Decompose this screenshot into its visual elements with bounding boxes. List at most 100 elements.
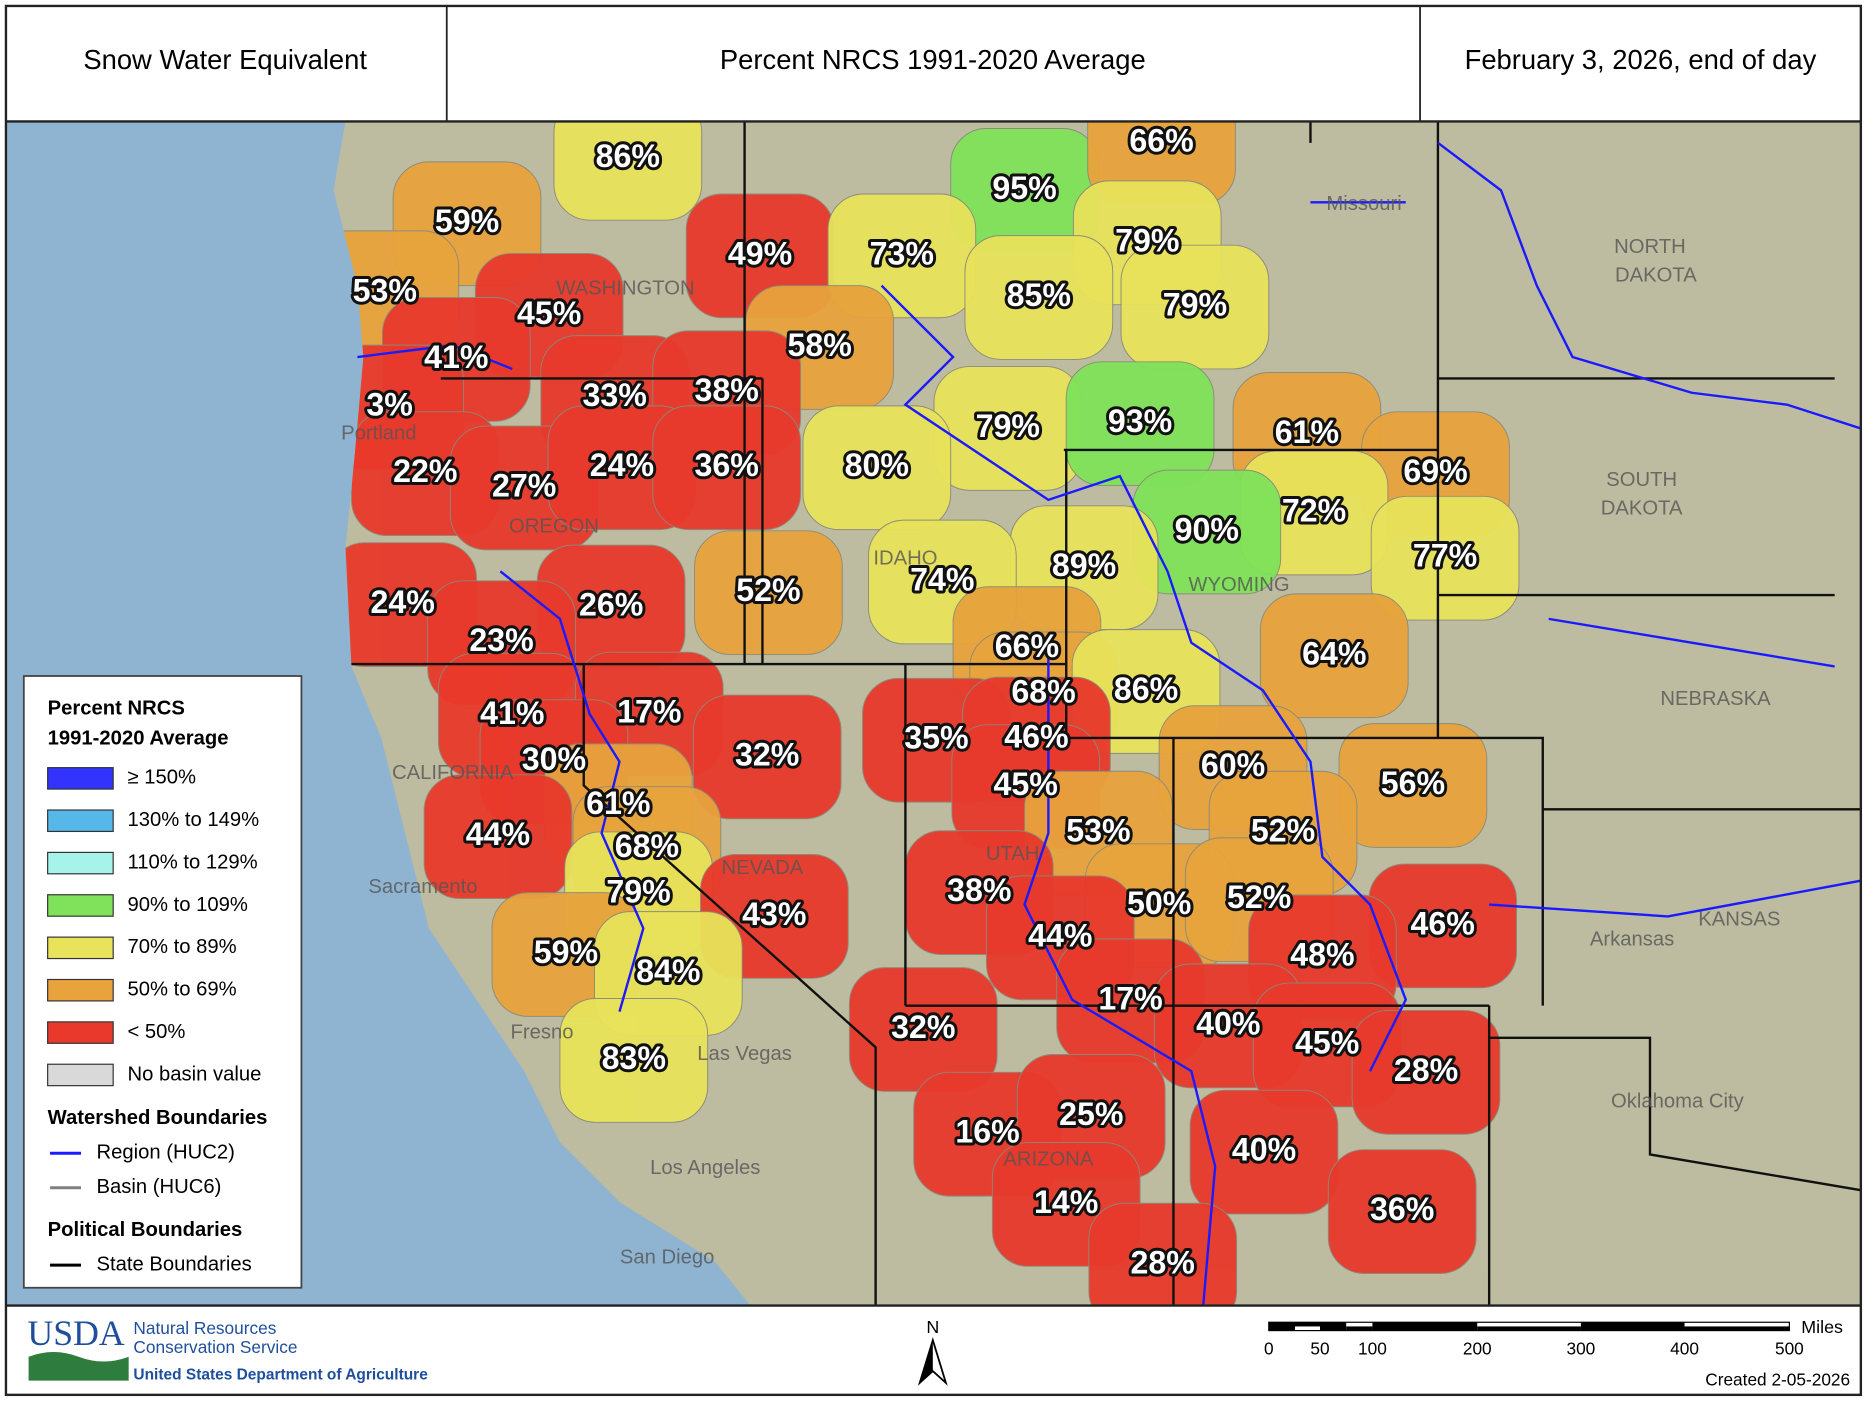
place-name: Arkansas	[1590, 929, 1674, 951]
legend-swatch	[47, 978, 114, 1002]
basin-area	[802, 405, 952, 531]
basin-label: 89%	[1052, 547, 1116, 583]
basin-label: 27%	[492, 467, 556, 503]
map-frame: WASHINGTON OREGON IDAHO CALIFORNIA NEVADA UTA…	[5, 121, 1861, 1306]
basin-label: 43%	[742, 896, 806, 932]
scale-label: 400	[1670, 1338, 1699, 1358]
place-name: Las Vegas	[697, 1043, 792, 1065]
legend-label: State Boundaries	[96, 1253, 251, 1275]
basin-label: 79%	[1115, 222, 1179, 258]
label-layer: 86%95%66%59%53%45%49% 73% 79%85% 79%41% 58%3…	[350, 121, 1481, 1283]
basin-label: 45%	[994, 766, 1058, 802]
header-date: February 3, 2026, end of day	[1465, 44, 1817, 75]
basin-label: 32%	[735, 736, 799, 772]
basin-label: 59%	[534, 934, 598, 970]
place-name: Missouri	[1326, 193, 1401, 215]
place-name: DAKOTA	[1601, 498, 1683, 520]
basin-label: 86%	[596, 138, 660, 174]
basin-label: 36%	[695, 447, 759, 483]
basin-label: 73%	[870, 235, 934, 271]
place-name: WYOMING	[1188, 574, 1289, 596]
place-name: Fresno	[511, 1021, 574, 1043]
place-name: San Diego	[620, 1246, 715, 1268]
basin-label: 77%	[1413, 538, 1477, 574]
legend-swatch	[47, 1021, 114, 1044]
legend-label: 90% to 109%	[127, 894, 247, 916]
legend-label: ≥ 150%	[127, 767, 196, 789]
legend-swatch	[47, 851, 114, 875]
basin-label: 52%	[736, 572, 800, 608]
department: United States Department of Agriculture	[133, 1366, 428, 1383]
basin-label: 53%	[1066, 813, 1130, 849]
scale-label: 200	[1463, 1338, 1492, 1358]
basin-area	[1327, 1149, 1477, 1274]
basin-label: 22%	[393, 453, 457, 489]
basin-label: 25%	[1059, 1096, 1123, 1132]
basin-label: 23%	[469, 622, 533, 658]
basin-label: 79%	[976, 408, 1040, 444]
basin-area	[964, 235, 1114, 360]
scale-segment	[1294, 1322, 1320, 1327]
basin-label: 38%	[947, 872, 1011, 908]
basin-label: 85%	[1007, 277, 1071, 313]
legend-label: 50% to 69%	[127, 979, 236, 1001]
basin-area	[1351, 1009, 1501, 1135]
basin-label: 68%	[1011, 673, 1075, 709]
basin-label: 59%	[435, 203, 499, 239]
logo-waves	[28, 1352, 129, 1381]
legend-swatch	[47, 894, 114, 917]
scale-label: 50	[1310, 1338, 1329, 1358]
basin-label: 90%	[1175, 511, 1239, 547]
place-name: SOUTH	[1606, 469, 1677, 491]
header-title: Snow Water Equivalent	[83, 44, 367, 75]
basin-label: 44%	[1028, 917, 1092, 953]
legend-label: Region (HUC2)	[96, 1142, 234, 1164]
basin-label: 61%	[586, 785, 650, 821]
legend-title: 1991-2020 Average	[48, 727, 229, 749]
legend-swatch	[47, 1063, 114, 1087]
legend-label: Basin (HUC6)	[96, 1176, 221, 1198]
basin-label: 45%	[1295, 1024, 1359, 1060]
basin-label: 32%	[891, 1009, 955, 1045]
basin-label: 53%	[353, 272, 417, 308]
scale-unit: Miles	[1801, 1317, 1843, 1337]
basin-area	[553, 121, 703, 221]
basin-label: 86%	[1114, 671, 1178, 707]
basin-label: 69%	[1403, 453, 1467, 489]
basin-label: 52%	[1227, 879, 1291, 915]
basin-label: 41%	[424, 339, 488, 375]
basin-label: 66%	[1129, 122, 1193, 158]
place-name: OREGON	[509, 516, 599, 538]
basin-area	[692, 694, 842, 820]
legend-section: Political Boundaries	[48, 1219, 243, 1241]
place-name: Oklahoma City	[1611, 1090, 1745, 1112]
legend-label: 110% to 129%	[127, 851, 257, 873]
basin-label: 28%	[1131, 1245, 1195, 1281]
basin-label: 36%	[1370, 1191, 1434, 1227]
basin-label: 41%	[480, 695, 544, 731]
legend-swatch	[47, 936, 114, 960]
basin-label: 26%	[579, 586, 643, 622]
basin-label: 79%	[1163, 287, 1227, 323]
basin-label: 80%	[845, 447, 909, 483]
scale-label: 100	[1358, 1338, 1387, 1358]
basin-label: 60%	[1201, 747, 1265, 783]
north-label: N	[926, 1317, 939, 1337]
basin-label: 38%	[695, 372, 759, 408]
basin-label: 35%	[904, 720, 968, 756]
place-name: UTAH	[986, 843, 1040, 865]
huc2-regions	[357, 141, 1861, 1306]
basin-label: 30%	[522, 741, 586, 777]
scale-segment	[1477, 1326, 1581, 1331]
place-name: WASHINGTON	[556, 278, 694, 300]
scale-label: 500	[1775, 1338, 1804, 1358]
basin-label: 64%	[1302, 635, 1366, 671]
scale-label: 0	[1264, 1338, 1274, 1358]
footer: USDA Natural Resources Conservation Serv…	[27, 1313, 1850, 1389]
legend-label: No basin value	[127, 1063, 261, 1085]
legend-label: 130% to 149%	[127, 809, 259, 831]
scale-segment	[1684, 1326, 1790, 1331]
legend-swatch	[47, 809, 114, 833]
scale-segment	[1346, 1326, 1373, 1331]
legend-section: Watershed Boundaries	[48, 1107, 268, 1129]
